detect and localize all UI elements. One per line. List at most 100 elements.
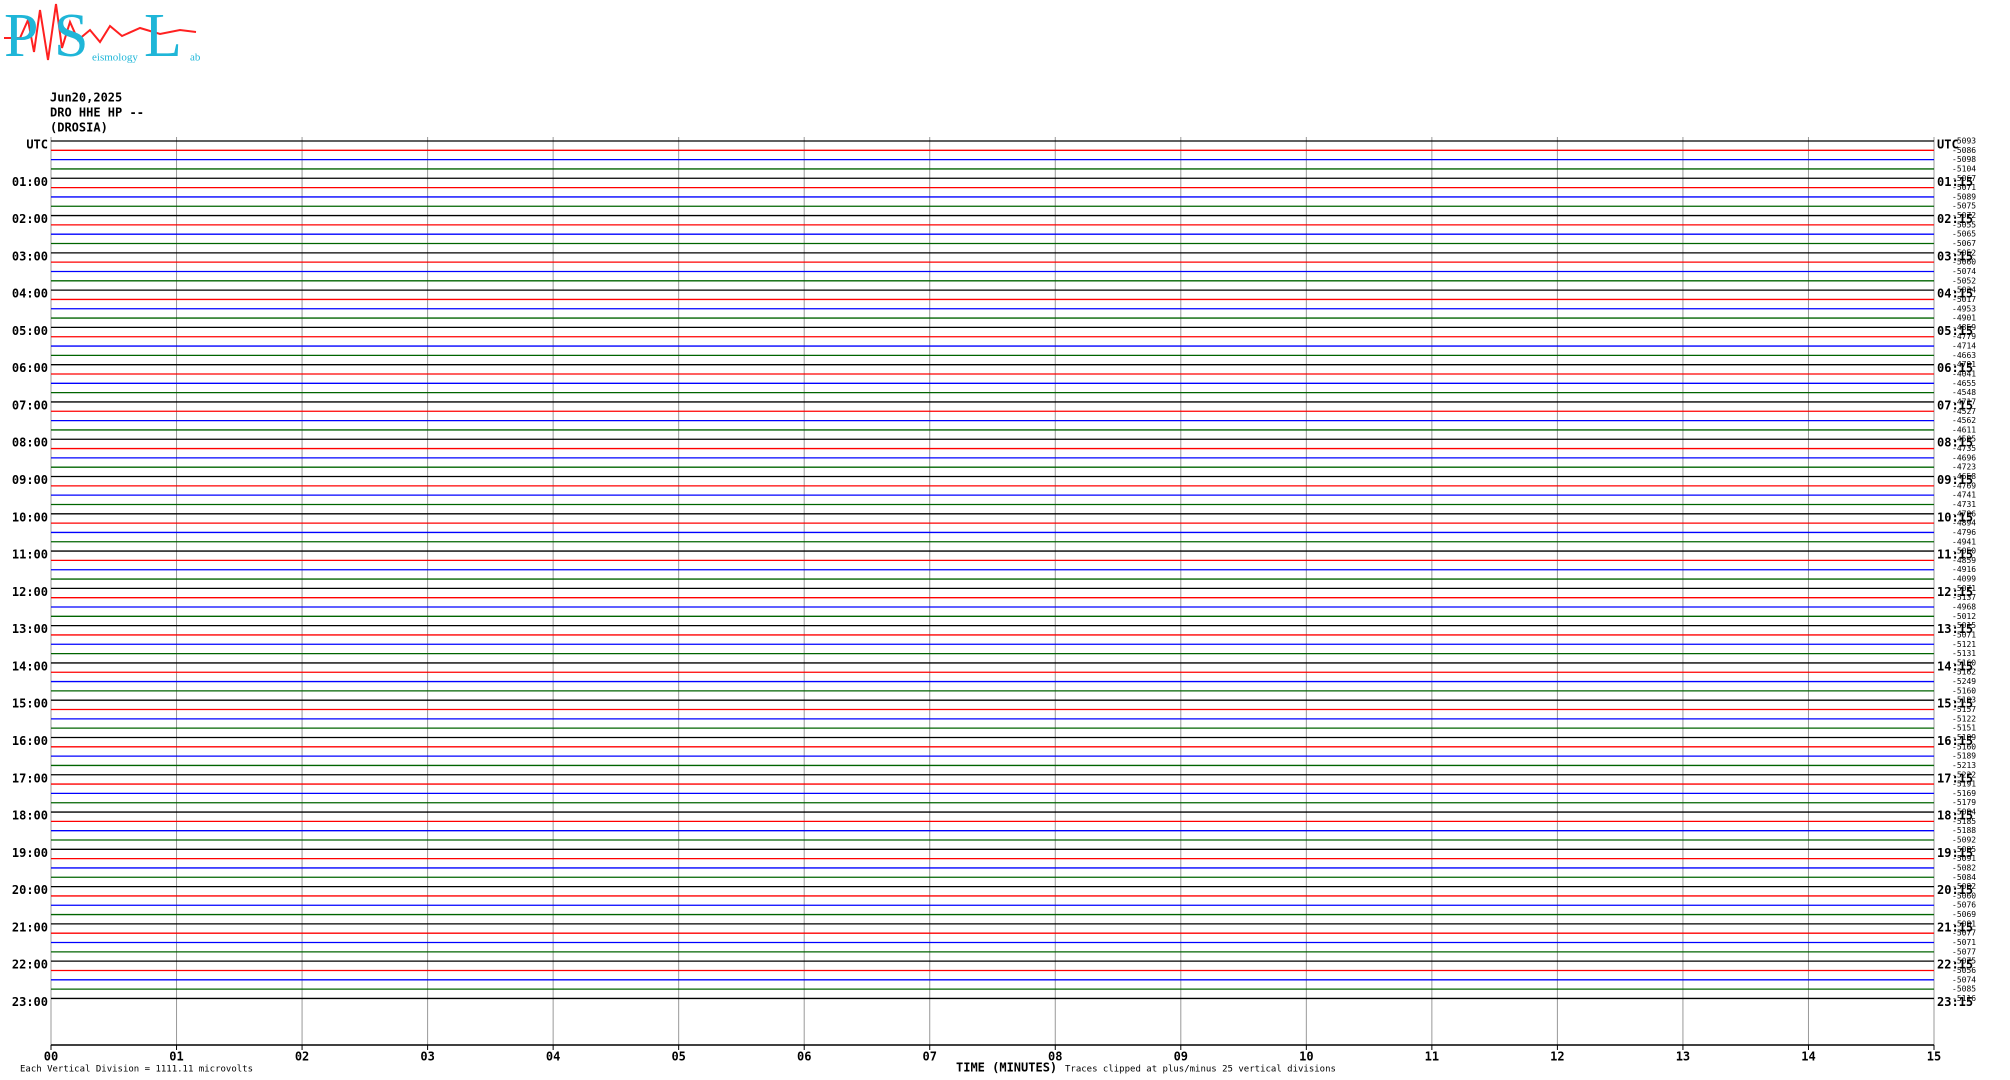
trace-offset: -5179 [1952, 798, 1976, 807]
trace-offset: -5185 [1952, 817, 1976, 826]
trace-offset: -5015 [1952, 621, 1976, 630]
trace-offset: -5084 [1952, 873, 1976, 882]
trace-offset: -5213 [1952, 761, 1976, 770]
trace-offset: -5071 [1952, 584, 1976, 593]
trace-offset: -4714 [1952, 342, 1976, 351]
right-hour-label: 14:15 [1937, 659, 1973, 673]
trace-offset: -4796 [1952, 528, 1976, 537]
trace-offset: -5189 [1952, 752, 1976, 761]
trace-offset: -4741 [1952, 491, 1976, 500]
right-hour-label: UTC [1937, 138, 1959, 152]
left-hour-label: 07:00 [12, 398, 48, 412]
x-tick-label: 12 [1550, 1050, 1564, 1064]
x-tick-label: 03 [420, 1050, 434, 1064]
trace-offset: -5116 [1952, 994, 1976, 1003]
trace-offset: -5081 [1952, 919, 1976, 928]
trace-offset: -5065 [1952, 230, 1976, 239]
trace-offset: -5104 [1952, 164, 1976, 173]
trace-offset: -4099 [1952, 575, 1976, 584]
right-hour-label: 20:15 [1937, 883, 1973, 897]
right-hour-label: 06:15 [1937, 361, 1973, 375]
trace-offset: -4611 [1952, 425, 1976, 434]
trace-offset: -5189 [1952, 733, 1976, 742]
trace-offset: -4717 [1952, 397, 1976, 406]
x-tick-label: 09 [1174, 1050, 1188, 1064]
x-tick-label: 06 [797, 1050, 811, 1064]
trace-offset: -4901 [1952, 314, 1976, 323]
trace-offset: -5052 [1952, 276, 1976, 285]
left-hour-label: 09:00 [12, 473, 48, 487]
right-hour-label: 22:15 [1937, 958, 1973, 972]
x-tick-label: 02 [295, 1050, 309, 1064]
trace-offset: -5076 [1952, 901, 1976, 910]
right-hour-label: 17:15 [1937, 771, 1973, 785]
trace-offset: -5082 [1952, 882, 1976, 891]
trace-offset: -5077 [1952, 929, 1976, 938]
logo-middle: eismology [92, 52, 138, 64]
trace-offset: -4655 [1952, 379, 1976, 388]
trace-offset: -4731 [1952, 500, 1976, 509]
trace-offset: -5075 [1952, 202, 1976, 211]
trace-offset: -4769 [1952, 481, 1976, 490]
trace-offset: -4894 [1952, 519, 1976, 528]
right-hour-label: 11:15 [1937, 548, 1973, 562]
left-hour-label: 22:00 [12, 958, 48, 972]
trace-offset: -5162 [1952, 668, 1976, 677]
logo-s: S [54, 2, 88, 70]
trace-offset: -5098 [1952, 155, 1976, 164]
trace-offset: -4916 [1952, 565, 1976, 574]
trace-offset: -5012 [1952, 612, 1976, 621]
x-tick-label: 04 [546, 1050, 560, 1064]
logo-p: P [4, 2, 38, 70]
trace-offset: -4041 [1952, 370, 1976, 379]
trace-offset: -4723 [1952, 463, 1976, 472]
trace-offset: -5055 [1952, 220, 1976, 229]
trace-offset: -4941 [1952, 537, 1976, 546]
trace-offset: -5067 [1952, 239, 1976, 248]
trace-offset: -4859 [1952, 556, 1976, 565]
trace-offset: -4796 [1952, 509, 1976, 518]
left-hour-label: 06:00 [12, 361, 48, 375]
trace-offset: -5069 [1952, 910, 1976, 919]
trace-offset: -5056 [1952, 966, 1976, 975]
trace-offset: -5052 [1952, 248, 1976, 257]
x-tick-label: 11 [1425, 1050, 1439, 1064]
trace-offset: -5122 [1952, 714, 1976, 723]
right-hour-label: 09:15 [1937, 473, 1973, 487]
trace-offset: -4968 [1952, 603, 1976, 612]
trace-offset: -4791 [1952, 360, 1976, 369]
trace-offset: -4696 [1952, 453, 1976, 462]
trace-offset: -5183 [1952, 696, 1976, 705]
right-hour-label: 18:15 [1937, 809, 1973, 823]
left-hour-label: 21:00 [12, 920, 48, 934]
trace-offset: -5072 [1952, 211, 1976, 220]
left-hour-label: 18:00 [12, 809, 48, 823]
left-hour-label: 15:00 [12, 697, 48, 711]
left-hour-label: UTC [26, 138, 48, 152]
x-tick-label: 14 [1801, 1050, 1815, 1064]
division-note: Each Vertical Division = 1111.11 microvo… [20, 1065, 253, 1075]
left-hour-label: 04:00 [12, 287, 48, 301]
left-hour-label: 19:00 [12, 846, 48, 860]
trace-offset: -5060 [1952, 258, 1976, 267]
trace-offset: -4735 [1952, 444, 1976, 453]
trace-offset: -4527 [1952, 407, 1976, 416]
right-hour-label: 16:15 [1937, 734, 1973, 748]
left-hour-label: 03:00 [12, 249, 48, 263]
trace-offset: -5071 [1952, 938, 1976, 947]
right-hour-label: 05:15 [1937, 324, 1973, 338]
left-hour-label: 05:00 [12, 324, 48, 338]
right-hour-label: 03:15 [1937, 249, 1973, 263]
right-hour-label: 01:15 [1937, 175, 1973, 189]
trace-offset: -4548 [1952, 388, 1976, 397]
left-hour-label: 16:00 [12, 734, 48, 748]
right-hour-label: 13:15 [1937, 622, 1973, 636]
trace-offset: -5091 [1952, 854, 1976, 863]
x-tick-label: 15 [1927, 1050, 1941, 1064]
left-hour-label: 23:00 [12, 995, 48, 1009]
logo-l: L [144, 2, 182, 70]
trace-offset: -5157 [1952, 705, 1976, 714]
right-hour-label: 23:15 [1937, 995, 1973, 1009]
trace-offset: -5160 [1952, 742, 1976, 751]
